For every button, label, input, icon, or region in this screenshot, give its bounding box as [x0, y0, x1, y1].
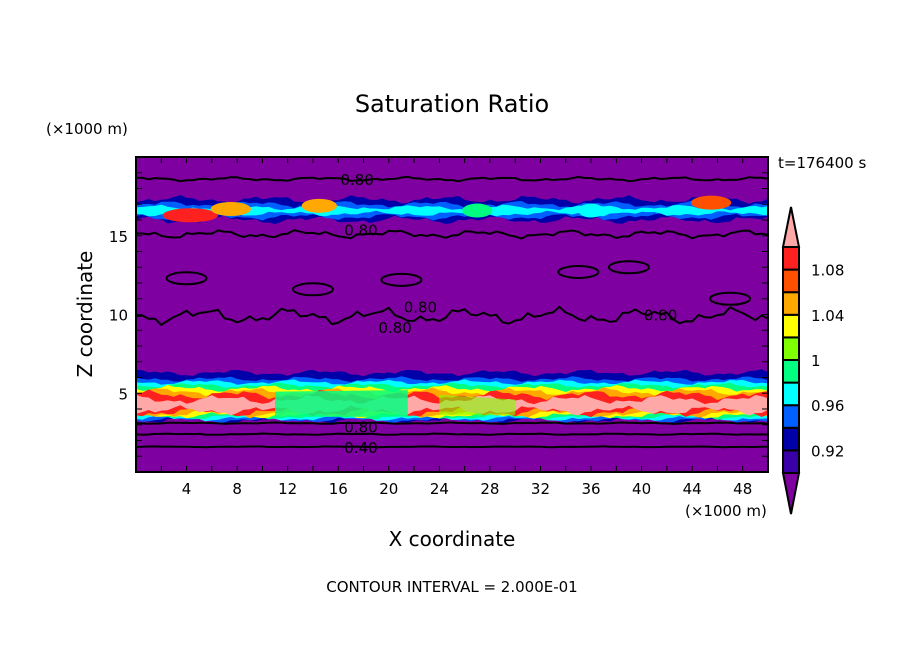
contour-label: 0.40 — [344, 439, 377, 457]
x-unit-label: (×1000 m) — [685, 502, 767, 520]
x-tick-label: 20 — [379, 480, 398, 498]
contour-line-0.80 — [135, 175, 769, 183]
x-tick-label: 16 — [329, 480, 348, 498]
field-level-0.98 — [275, 390, 408, 417]
contour-line-0.80 — [135, 421, 769, 425]
chart-title: Saturation Ratio — [355, 90, 549, 118]
field-blob — [301, 198, 337, 213]
y-tick-label: 10 — [109, 307, 128, 325]
colorbar-swatch — [782, 449, 800, 474]
y-unit-label: (×1000 m) — [46, 120, 128, 138]
contour-label: 0.80 — [340, 171, 373, 189]
colorbar-swatch — [782, 404, 800, 429]
x-tick-label: 44 — [683, 480, 702, 498]
colorbar-swatch — [782, 381, 800, 407]
field-blob — [578, 203, 604, 218]
contour-line-0.80 — [136, 229, 769, 240]
field-level-1.00 — [439, 394, 516, 416]
x-tick-label: 36 — [581, 480, 600, 498]
colorbar-swatch — [782, 246, 800, 271]
y-axis-label: Z coordinate — [73, 251, 97, 378]
contour-interval-label: CONTOUR INTERVAL = 2.000E-01 — [326, 578, 577, 596]
contour-label: 0.80 — [344, 221, 377, 239]
y-tick-label: 15 — [109, 228, 128, 246]
field-blob — [690, 195, 732, 210]
colorbar-tick-label: 1.08 — [811, 262, 844, 280]
plot-area: 0.80 0.80 0.80 0.80 0.80 0.80 0.40 — [135, 156, 769, 473]
x-tick-label: 32 — [531, 480, 550, 498]
colorbar-tick-label: 1 — [811, 352, 821, 370]
contour-label: 0.80 — [644, 307, 677, 325]
x-axis-label: X coordinate — [389, 527, 516, 551]
colorbar-under-triangle — [781, 472, 801, 515]
field-blob — [462, 203, 493, 218]
x-tick-label: 8 — [232, 480, 242, 498]
x-tick-label: 40 — [632, 480, 651, 498]
colorbar-swatch — [782, 291, 800, 316]
field-blob — [162, 208, 219, 223]
contour-line-0.80 — [607, 260, 650, 275]
colorbar-swatch — [782, 268, 800, 294]
field-level-0.96 — [136, 204, 768, 217]
x-tick-label: 4 — [182, 480, 192, 498]
contour-line-0.80 — [709, 291, 752, 306]
contour-line-0.40 — [135, 445, 768, 449]
y-tick-label: 5 — [118, 385, 128, 403]
contour-line-0.80 — [165, 271, 208, 286]
colorbar: 0.92 0.96 1 1.04 1.08 — [781, 206, 844, 515]
contour-label: 0.80 — [378, 319, 411, 337]
contour-line-0.80 — [380, 272, 423, 287]
colorbar-tick-label: 0.96 — [811, 397, 844, 415]
contour-label: 0.80 — [404, 299, 437, 317]
contour-line-0.60 — [135, 432, 769, 436]
x-tick-label: 24 — [430, 480, 449, 498]
colorbar-swatch — [782, 359, 800, 384]
x-tick-label: 12 — [278, 480, 297, 498]
contour-line-0.80 — [557, 264, 600, 279]
colorbar-tick-label: 0.92 — [811, 442, 844, 460]
x-tick-label: 48 — [733, 480, 752, 498]
field-blob — [210, 201, 251, 216]
colorbar-tick-label: 1.04 — [811, 307, 844, 325]
contour-line-0.80 — [135, 305, 769, 327]
x-axis-ticks: 4 8 12 16 20 24 28 32 36 40 44 48 — [135, 157, 769, 498]
colorbar-over-triangle — [781, 206, 801, 248]
time-label: t=176400 s — [778, 154, 866, 172]
colorbar-swatch — [782, 313, 800, 339]
contour-line-0.80 — [291, 282, 334, 297]
colorbar-swatch — [782, 336, 800, 361]
contour-label: 0.80 — [344, 418, 377, 436]
y-axis-ticks: 5 10 15 — [109, 156, 768, 473]
colorbar-swatch — [782, 426, 800, 452]
x-tick-label: 28 — [480, 480, 499, 498]
